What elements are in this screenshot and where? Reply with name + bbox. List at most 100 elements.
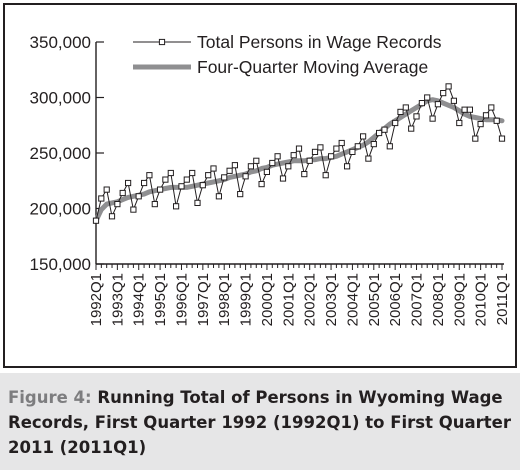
total-persons-point xyxy=(295,145,303,152)
total-persons-point xyxy=(301,171,308,178)
total-persons-point xyxy=(285,163,292,170)
x-tick-label: 2008Q1 xyxy=(430,273,447,326)
total-persons-point xyxy=(418,100,425,107)
y-tick-label: 350,000 xyxy=(30,33,91,52)
total-persons-point xyxy=(322,172,329,179)
total-persons-point xyxy=(119,189,126,197)
total-persons-point xyxy=(317,144,324,151)
x-tick-label: 2010Q1 xyxy=(473,273,490,326)
total-persons-point xyxy=(258,181,265,188)
total-persons-point xyxy=(194,199,201,207)
total-persons-point xyxy=(141,179,148,187)
total-persons-point xyxy=(178,183,185,190)
total-persons-point xyxy=(338,139,345,147)
total-persons-point xyxy=(402,104,409,111)
total-persons-point xyxy=(429,115,436,122)
total-persons-point xyxy=(162,176,169,183)
y-tick-label: 300,000 xyxy=(30,89,91,108)
total-persons-point xyxy=(445,83,452,90)
total-persons-point xyxy=(498,135,506,142)
total-persons-point xyxy=(215,193,223,200)
total-persons-point xyxy=(173,203,180,210)
total-persons-point xyxy=(413,113,420,120)
y-tick-label: 200,000 xyxy=(30,200,91,219)
x-tick-label: 2000Q1 xyxy=(259,273,276,326)
total-persons-point xyxy=(103,186,110,193)
total-persons-point xyxy=(114,201,121,208)
x-tick-label: 2006Q1 xyxy=(387,273,404,326)
total-persons-point xyxy=(434,101,441,108)
total-persons-point xyxy=(183,176,190,183)
total-persons-point xyxy=(397,108,404,116)
total-persons-point xyxy=(98,195,105,202)
total-persons-point xyxy=(440,90,447,97)
x-tick-label: 2007Q1 xyxy=(409,273,426,326)
y-tick-label: 250,000 xyxy=(30,144,91,163)
figure-caption: Figure 4: Running Total of Persons in Wy… xyxy=(8,385,513,460)
total-persons-point xyxy=(365,155,372,162)
total-persons-point xyxy=(472,135,479,142)
total-persons-point xyxy=(482,112,490,119)
x-tick-label: 2009Q1 xyxy=(451,273,468,326)
total-persons-point xyxy=(205,172,212,179)
legend-total-label: Total Persons in Wage Records xyxy=(197,32,442,52)
total-persons-point xyxy=(360,133,367,140)
total-persons-point xyxy=(269,159,276,167)
total-persons-point xyxy=(231,162,239,169)
total-persons-point xyxy=(189,169,196,177)
total-persons-point xyxy=(456,119,463,127)
total-persons-point xyxy=(130,206,137,213)
total-persons-point xyxy=(328,153,335,160)
x-tick-label: 1994Q1 xyxy=(131,273,148,326)
total-persons-point xyxy=(263,168,270,176)
total-persons-point xyxy=(108,213,116,220)
total-persons-point xyxy=(493,117,500,124)
total-persons-point xyxy=(199,182,206,189)
legend-total-marker xyxy=(158,38,166,46)
total-persons-point xyxy=(210,165,217,172)
total-persons-point xyxy=(151,201,158,208)
y-tick-label: 150,000 xyxy=(30,255,91,274)
total-persons-point xyxy=(386,143,393,150)
x-tick-label: 1993Q1 xyxy=(109,273,126,326)
caption-band: Figure 4: Running Total of Persons in Wy… xyxy=(0,373,520,470)
total-persons-point xyxy=(157,186,164,193)
total-persons-point xyxy=(242,173,249,180)
total-persons-point xyxy=(279,175,287,182)
total-persons-point xyxy=(488,104,495,111)
total-persons-point xyxy=(125,179,132,187)
x-tick-label: 1997Q1 xyxy=(195,273,212,326)
total-persons-point xyxy=(408,125,415,132)
total-persons-point xyxy=(354,143,361,150)
moving-average-line xyxy=(93,97,505,224)
total-persons-point xyxy=(381,126,388,133)
total-persons-point xyxy=(333,145,340,152)
total-persons-line xyxy=(95,85,503,221)
total-persons-point xyxy=(370,141,377,148)
total-persons-point xyxy=(146,172,153,179)
x-tick-label: 2002Q1 xyxy=(302,273,319,326)
total-persons-point xyxy=(274,153,281,160)
chart-frame: 150,000 200,000 250,000 300,000 350,000 1992Q… xyxy=(3,3,517,368)
total-persons-point xyxy=(349,148,356,156)
total-persons-point xyxy=(477,121,484,128)
total-persons-point xyxy=(461,106,468,113)
figure-label: Figure 4: xyxy=(8,388,92,407)
total-persons-point xyxy=(311,148,319,156)
total-persons-point xyxy=(344,163,351,170)
total-persons-point xyxy=(226,167,233,174)
x-tick-label: 2004Q1 xyxy=(344,273,361,326)
x-tick-label: 2011Q1 xyxy=(494,273,511,325)
x-tick-label: 1998Q1 xyxy=(216,273,233,326)
total-persons-point xyxy=(92,217,100,224)
total-persons-point xyxy=(424,94,431,101)
total-persons-point xyxy=(306,157,313,164)
x-tick-label: 2001Q1 xyxy=(280,273,297,326)
x-tick-label: 2003Q1 xyxy=(323,273,340,326)
total-persons-point xyxy=(392,119,399,127)
total-persons-point xyxy=(290,152,297,159)
x-tick-label: 2005Q1 xyxy=(366,273,383,326)
total-persons-point xyxy=(167,169,174,177)
legend-average-label: Four-Quarter Moving Average xyxy=(197,57,428,77)
x-tick-label: 1996Q1 xyxy=(173,273,190,326)
